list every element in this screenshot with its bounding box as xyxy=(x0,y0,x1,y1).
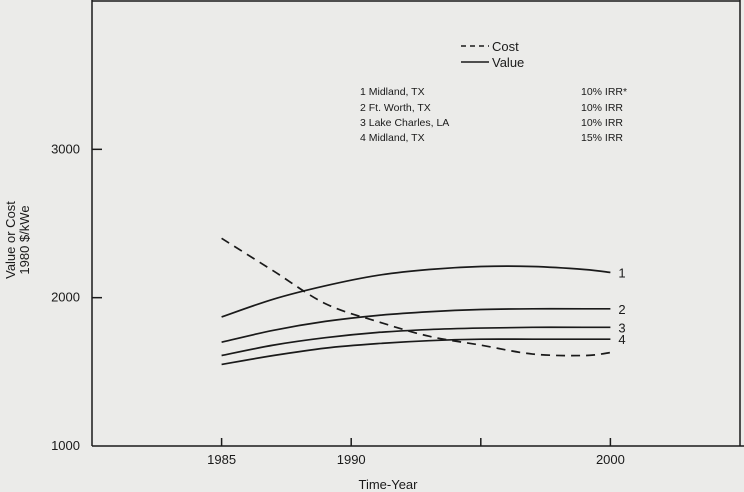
note-4-irr: 15% IRR xyxy=(581,132,623,144)
series-line-value-1 xyxy=(221,265,611,318)
series-end-label-value-2: 2 xyxy=(618,302,625,317)
note-2-label: 2 Ft. Worth, TX xyxy=(360,102,431,114)
series-end-label-value-4: 4 xyxy=(618,332,625,347)
note-1-label: 1 Midland, TX xyxy=(360,86,425,98)
y-axis-title-line1: Value or Cost xyxy=(3,201,18,279)
series-end-label-value-1: 1 xyxy=(618,265,625,280)
ticks: 1985 1990 2000 1000 2000 3000 xyxy=(51,141,625,467)
x-tick-label: 1985 xyxy=(207,452,236,467)
series-end-label-value-3: 3 xyxy=(618,320,625,335)
series-line-value-4 xyxy=(221,338,611,366)
y-axis-title-line2: 1980 $/kWe xyxy=(17,205,32,274)
legend-cost-label: Cost xyxy=(492,39,519,54)
note-4-label: 4 Midland, TX xyxy=(360,132,425,144)
y-tick-label: 3000 xyxy=(51,141,80,156)
y-tick-label: 1000 xyxy=(51,438,80,453)
y-tick-label: 2000 xyxy=(51,290,80,305)
series-layer: 1 2 34 xyxy=(221,237,626,366)
series-line-value-3 xyxy=(221,326,611,357)
note-3-irr: 10% IRR xyxy=(581,117,623,129)
legend: Cost Value xyxy=(461,39,524,70)
series-line-value-2 xyxy=(221,307,611,343)
legend-value-label: Value xyxy=(492,55,524,70)
x-axis-title: Time-Year xyxy=(358,477,418,492)
case-notes: 1 Midland, TX 10% IRR* 2 Ft. Worth, TX 1… xyxy=(360,86,627,144)
x-tick-label: 1990 xyxy=(337,452,366,467)
note-3-label: 3 Lake Charles, LA xyxy=(360,117,449,129)
note-2-irr: 10% IRR xyxy=(581,102,623,114)
note-1-irr: 10% IRR* xyxy=(581,86,627,98)
x-tick-label: 2000 xyxy=(596,452,625,467)
axes xyxy=(91,0,744,447)
series-line-cost xyxy=(221,237,611,357)
